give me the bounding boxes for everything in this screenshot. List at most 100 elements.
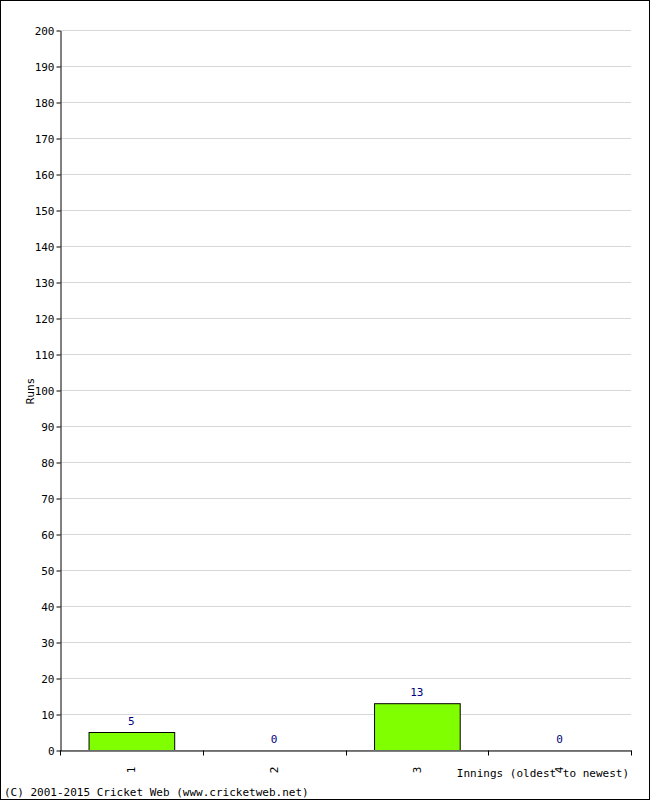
tick: 170 [35,133,61,146]
tick-mark [57,175,61,176]
tick-mark [57,715,61,716]
tick-mark [57,247,61,248]
grid [60,31,631,751]
tick-mark [57,391,61,392]
tick: 1 [125,751,138,774]
tick-label: 130 [35,277,55,290]
tick: 40 [41,601,60,614]
tick-label: 30 [41,637,54,650]
grid-line [60,282,631,283]
tick-label: 150 [35,205,55,218]
tick: 30 [41,637,60,650]
tick-label: 80 [41,457,54,470]
tick: 130 [35,277,61,290]
x-axis-title: Innings (oldest to newest) [457,767,629,780]
tick-label: 3 [411,767,424,774]
tick-label: 140 [35,241,55,254]
grid-line [60,174,631,175]
y-axis-title: Runs [24,378,37,405]
tick: 60 [41,529,60,542]
tick: 3 [411,751,424,774]
grid-line [60,570,631,571]
tick-label: 1 [125,767,138,774]
tick-mark [57,751,61,752]
tick-mark [57,679,61,680]
data-labels: 5 0 13 0 [128,686,563,746]
tick-label: 200 [35,25,55,38]
tick-label: 60 [41,529,54,542]
tick-label: 70 [41,493,54,506]
grid-line [60,750,631,751]
tick-mark [57,211,61,212]
tick: 70 [41,493,60,506]
bars [89,704,460,750]
y-axis: 0 10 20 30 40 50 60 70 80 90 100 110 120 130 140 150 160… [35,25,61,758]
tick: 100 [35,385,61,398]
tick-mark [57,499,61,500]
tick-mark [57,319,61,320]
tick: 80 [41,457,60,470]
data-label: 13 [410,686,423,699]
grid-line [60,102,631,103]
data-label: 5 [128,715,135,728]
tick: 0 [48,745,61,758]
tick: 2 [268,751,281,774]
tick-mark [57,355,61,356]
grid-line [60,606,631,607]
tick-label: 50 [41,565,54,578]
grid-line [60,678,631,679]
tick-mark [57,31,61,32]
grid-line [60,642,631,643]
tick-mark [57,139,61,140]
grid-line [60,246,631,247]
grid-line [60,318,631,319]
grid-line [60,138,631,139]
bar [89,733,175,751]
band-boundary [60,751,61,756]
grid-line [60,462,631,463]
tick: 150 [35,205,61,218]
grid-line [60,66,631,67]
tick-label: 2 [268,767,281,774]
band-boundary [346,751,347,756]
tick-label: 110 [35,349,55,362]
tick-label: 20 [41,673,54,686]
tick-mark [57,427,61,428]
frame [1,1,650,800]
tick-label: 180 [35,97,55,110]
tick: 120 [35,313,61,326]
footer: (C) 2001-2015 Cricket Web (www.cricketwe… [4,786,309,799]
tick: 200 [35,25,61,38]
tick-mark [57,463,61,464]
tick: 110 [35,349,61,362]
tick-label: 190 [35,61,55,74]
grid-line [60,30,631,31]
grid-line [60,354,631,355]
tick: 50 [41,565,60,578]
tick-label: 90 [41,421,54,434]
tick: 180 [35,97,61,110]
tick-label: 170 [35,133,55,146]
bar [375,704,461,750]
grid-line [60,390,631,391]
data-label: 0 [271,733,278,746]
grid-line [60,426,631,427]
tick-label: 160 [35,169,55,182]
tick-label: 100 [35,385,55,398]
grid-line [60,534,631,535]
band-boundary [631,751,632,756]
tick: 190 [35,61,61,74]
tick-label: 40 [41,601,54,614]
tick-mark [57,535,61,536]
tick-mark [57,67,61,68]
tick-mark [57,283,61,284]
tick-mark [57,103,61,104]
tick: 90 [41,421,60,434]
tick: 20 [41,673,60,686]
band-boundary [203,751,204,756]
data-label: 0 [556,733,563,746]
grid-line [60,714,631,715]
tick-label: 120 [35,313,55,326]
tick-label: 10 [41,709,54,722]
tick: 160 [35,169,61,182]
